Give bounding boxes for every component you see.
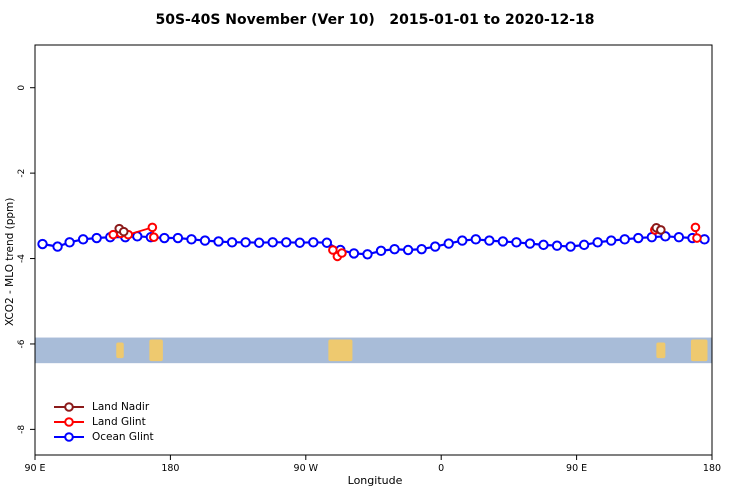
svg-text:0: 0 (438, 463, 444, 474)
svg-text:90 E: 90 E (24, 463, 45, 474)
legend-label: Land Glint (92, 415, 146, 428)
legend-item-land-nadir: Land Nadir (52, 399, 154, 414)
land-nadir-marker-icon (54, 401, 84, 412)
svg-text:180: 180 (161, 463, 179, 474)
legend-label: Ocean Glint (92, 430, 154, 443)
svg-text:90 W: 90 W (294, 463, 319, 474)
y-axis-label: XCO2 - MLO trend (ppm) (4, 197, 16, 326)
land-glint-marker-icon (54, 416, 84, 427)
svg-text:-2: -2 (17, 169, 27, 178)
legend: Land Nadir Land Glint Ocean Glint (52, 399, 154, 444)
ocean-glint-marker-icon (54, 431, 84, 442)
legend-label: Land Nadir (92, 400, 150, 413)
svg-text:-4: -4 (17, 254, 27, 263)
svg-text:0: 0 (17, 85, 27, 91)
x-axis-label: Longitude (347, 474, 403, 487)
legend-item-ocean-glint: Ocean Glint (52, 429, 154, 444)
svg-text:-6: -6 (17, 339, 27, 348)
svg-text:90 E: 90 E (566, 463, 587, 474)
legend-item-land-glint: Land Glint (52, 414, 154, 429)
svg-text:-8: -8 (17, 425, 27, 434)
chart-title: 50S-40S November (Ver 10) 2015-01-01 to … (155, 12, 595, 28)
svg-text:180: 180 (703, 463, 721, 474)
